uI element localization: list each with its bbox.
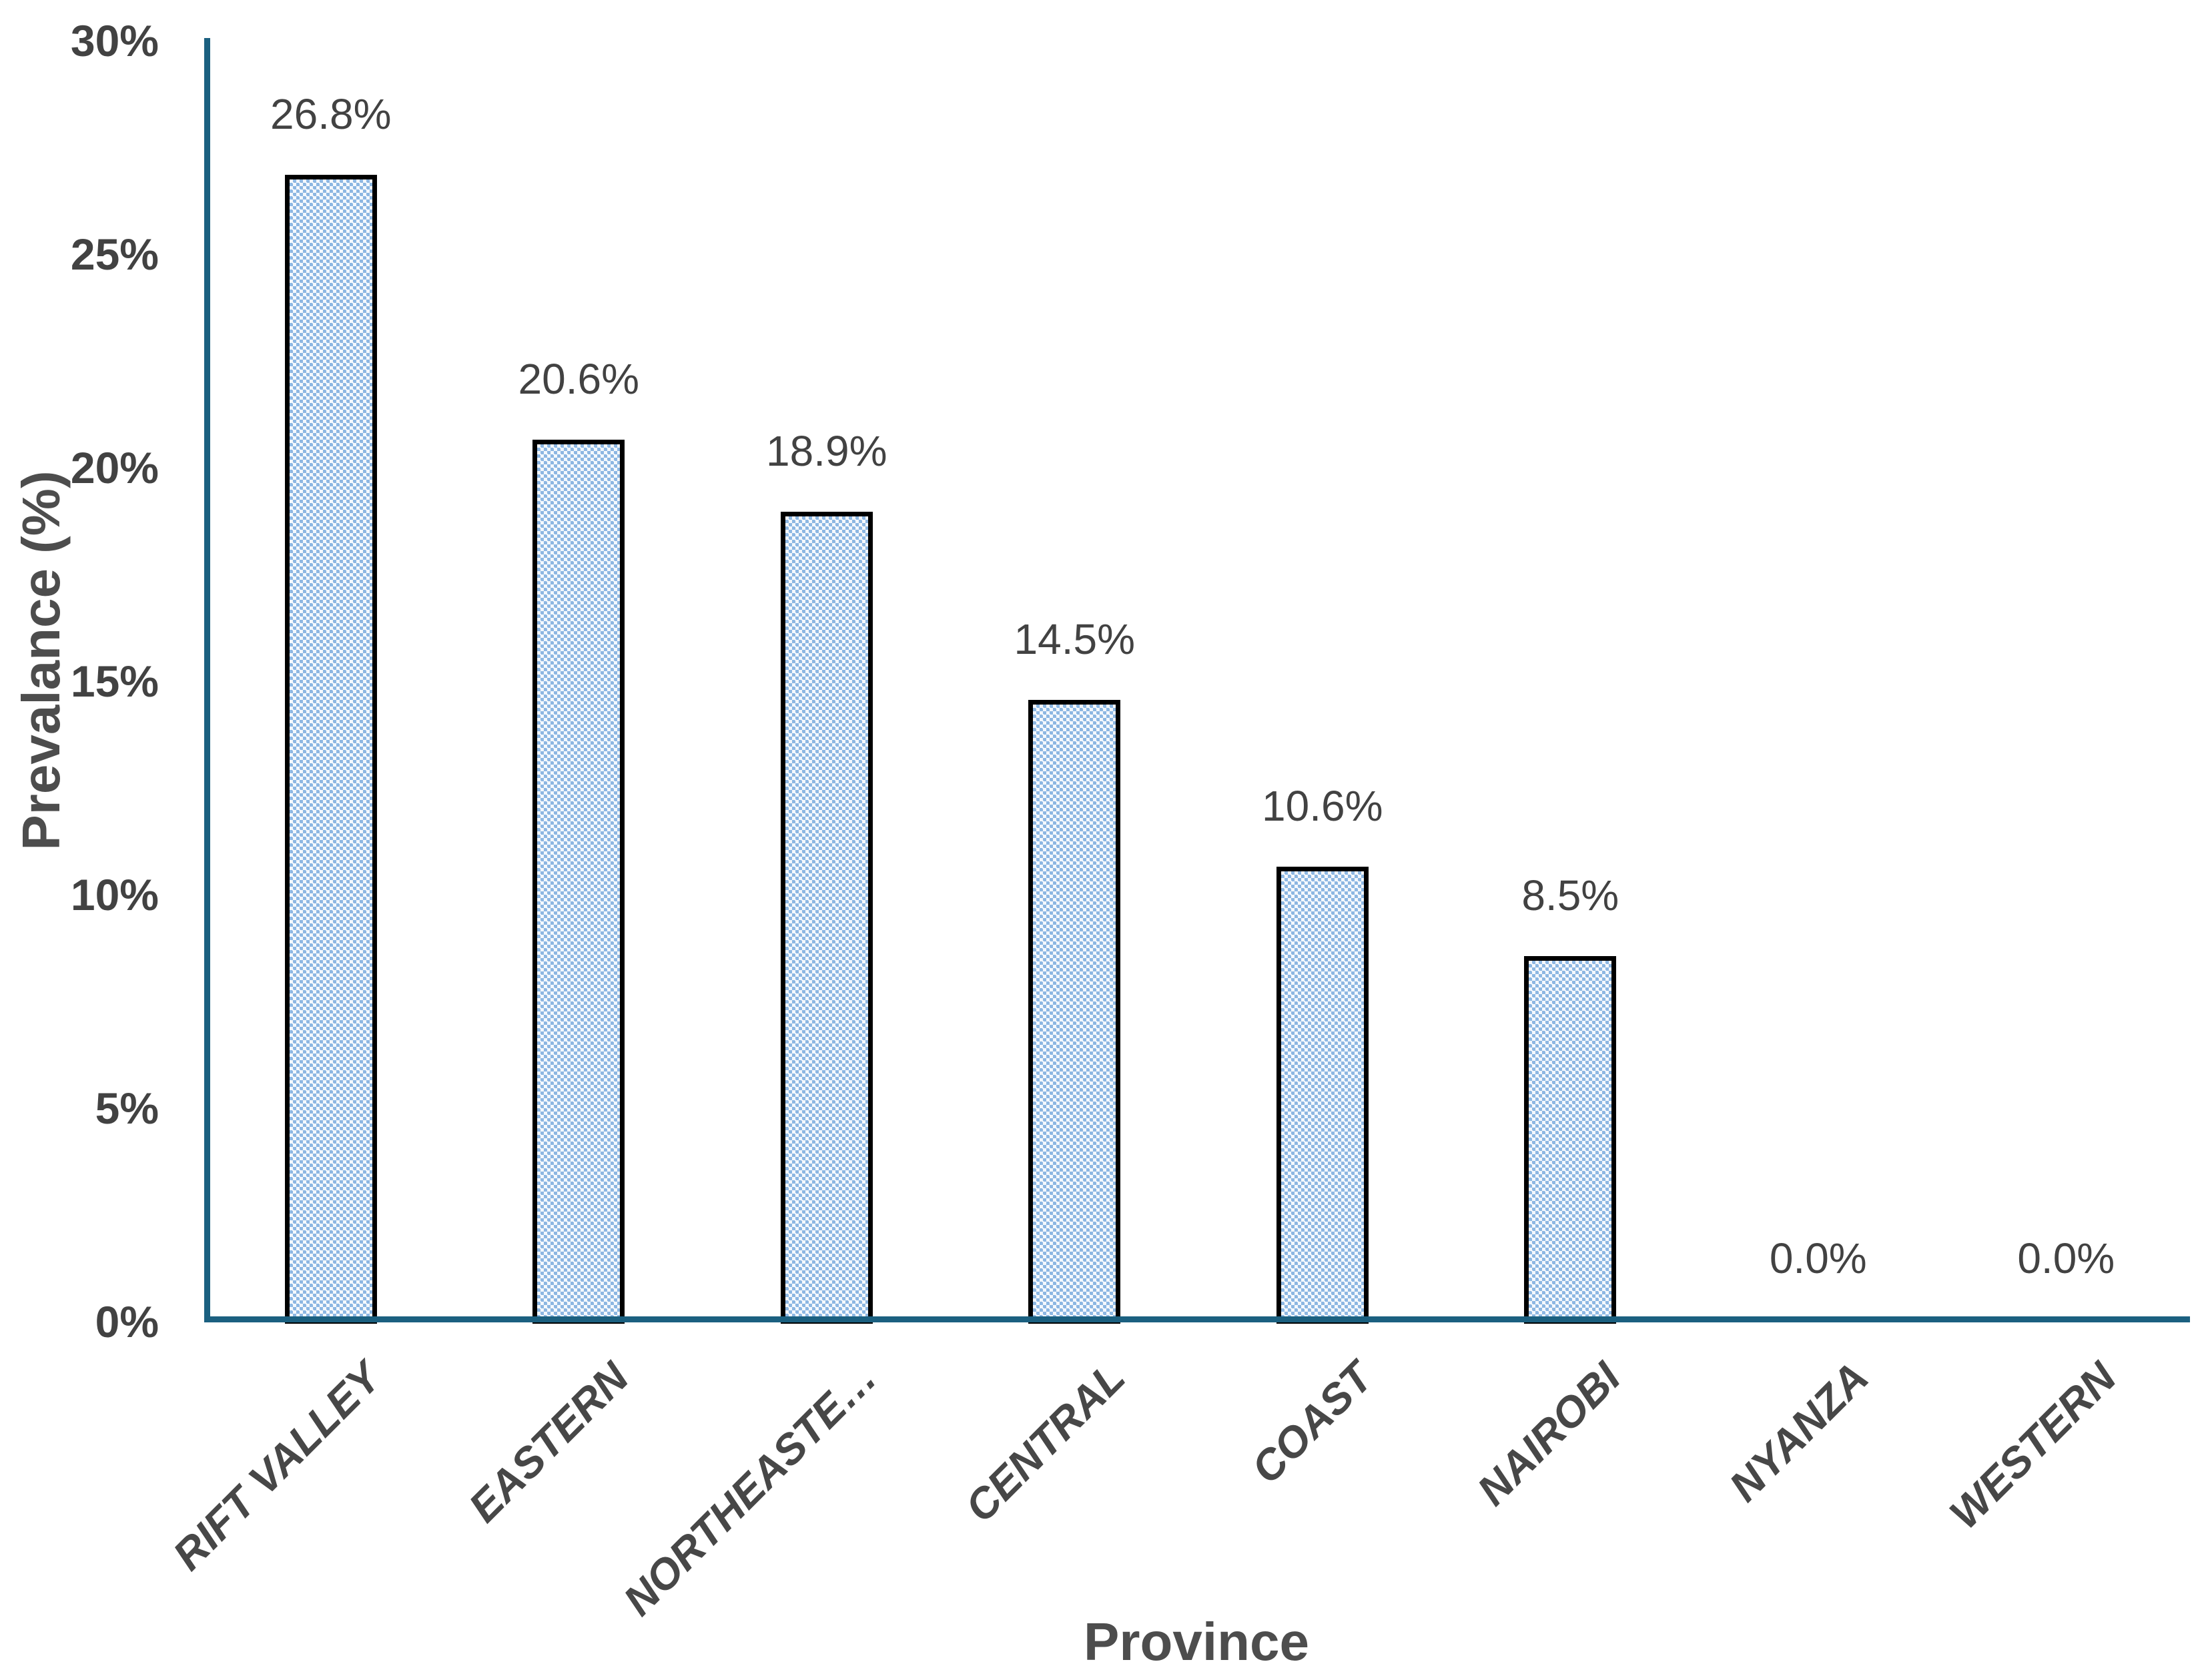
y-tick-label: 20% — [70, 443, 159, 492]
bar-value-label: 10.6% — [1262, 781, 1383, 830]
bar-value-label: 8.5% — [1521, 871, 1619, 919]
bar-value-label: 0.0% — [1769, 1234, 1867, 1282]
y-tick-label: 30% — [70, 16, 159, 65]
bar-value-label: 26.8% — [270, 89, 392, 138]
bar-value-label: 0.0% — [2017, 1234, 2115, 1282]
y-tick-label: 25% — [70, 230, 159, 279]
category-label: WESTERN — [1940, 1352, 2126, 1539]
y-tick-label: 15% — [70, 657, 159, 706]
bar-value-label: 14.5% — [1014, 615, 1135, 663]
category-label: EASTERN — [459, 1352, 639, 1532]
bar — [780, 512, 873, 1324]
bar-value-label: 18.9% — [766, 427, 887, 476]
bar — [1028, 700, 1121, 1324]
category-label: NORTHEASTE… — [614, 1352, 886, 1625]
y-tick-label: 10% — [70, 870, 159, 919]
y-tick-label: 5% — [95, 1084, 159, 1133]
x-axis-title: Province — [1084, 1612, 1309, 1671]
bar — [1524, 956, 1617, 1324]
y-tick-label: 0% — [95, 1297, 159, 1346]
category-label: CENTRAL — [955, 1352, 1134, 1531]
x-axis-line — [204, 1316, 2190, 1322]
bar — [532, 439, 625, 1324]
bar-value-label: 20.6% — [518, 354, 639, 403]
category-label: COAST — [1242, 1352, 1382, 1493]
category-label: NAIROBI — [1468, 1352, 1630, 1515]
bar — [1276, 866, 1369, 1324]
category-label: RIFT VALLEY — [163, 1352, 390, 1580]
bar — [284, 174, 377, 1324]
y-axis-line — [204, 38, 210, 1322]
category-label: NYANZA — [1720, 1352, 1878, 1511]
